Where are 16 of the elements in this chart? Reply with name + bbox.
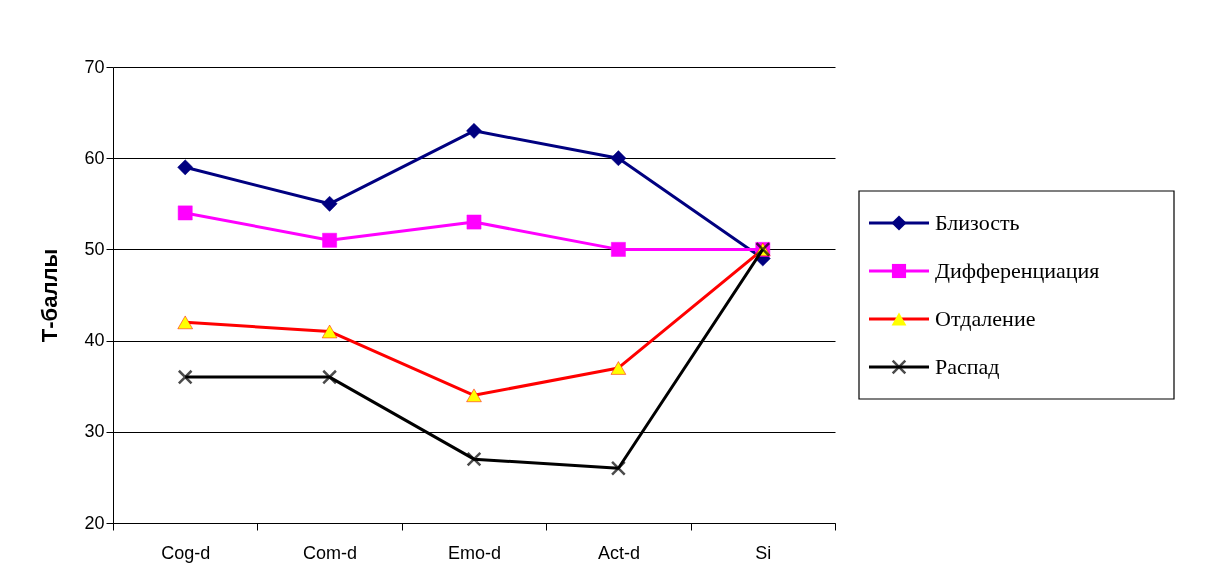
y-tick-label: 50 xyxy=(84,238,105,259)
x-tick-label: Cog-d xyxy=(161,542,211,563)
x-tick-label: Emo-d xyxy=(447,542,502,563)
y-tick-label: 70 xyxy=(84,56,105,77)
y-axis-title: Т-баллы xyxy=(37,248,63,343)
x-tick-label: Com-d xyxy=(303,542,358,563)
x-tick-label: Si xyxy=(755,542,772,563)
y-tick-label: 30 xyxy=(84,421,105,442)
legend-label: Близость xyxy=(935,210,1020,235)
y-tick-label: 40 xyxy=(84,330,105,351)
legend-label: Отдаление xyxy=(935,306,1036,331)
y-tick-label: 60 xyxy=(84,147,105,168)
legend-label: Распад xyxy=(935,354,1000,379)
y-tick-label: 20 xyxy=(84,512,105,533)
legend-label: Дифференциация xyxy=(935,258,1100,283)
x-tick-label: Act-d xyxy=(597,542,640,563)
